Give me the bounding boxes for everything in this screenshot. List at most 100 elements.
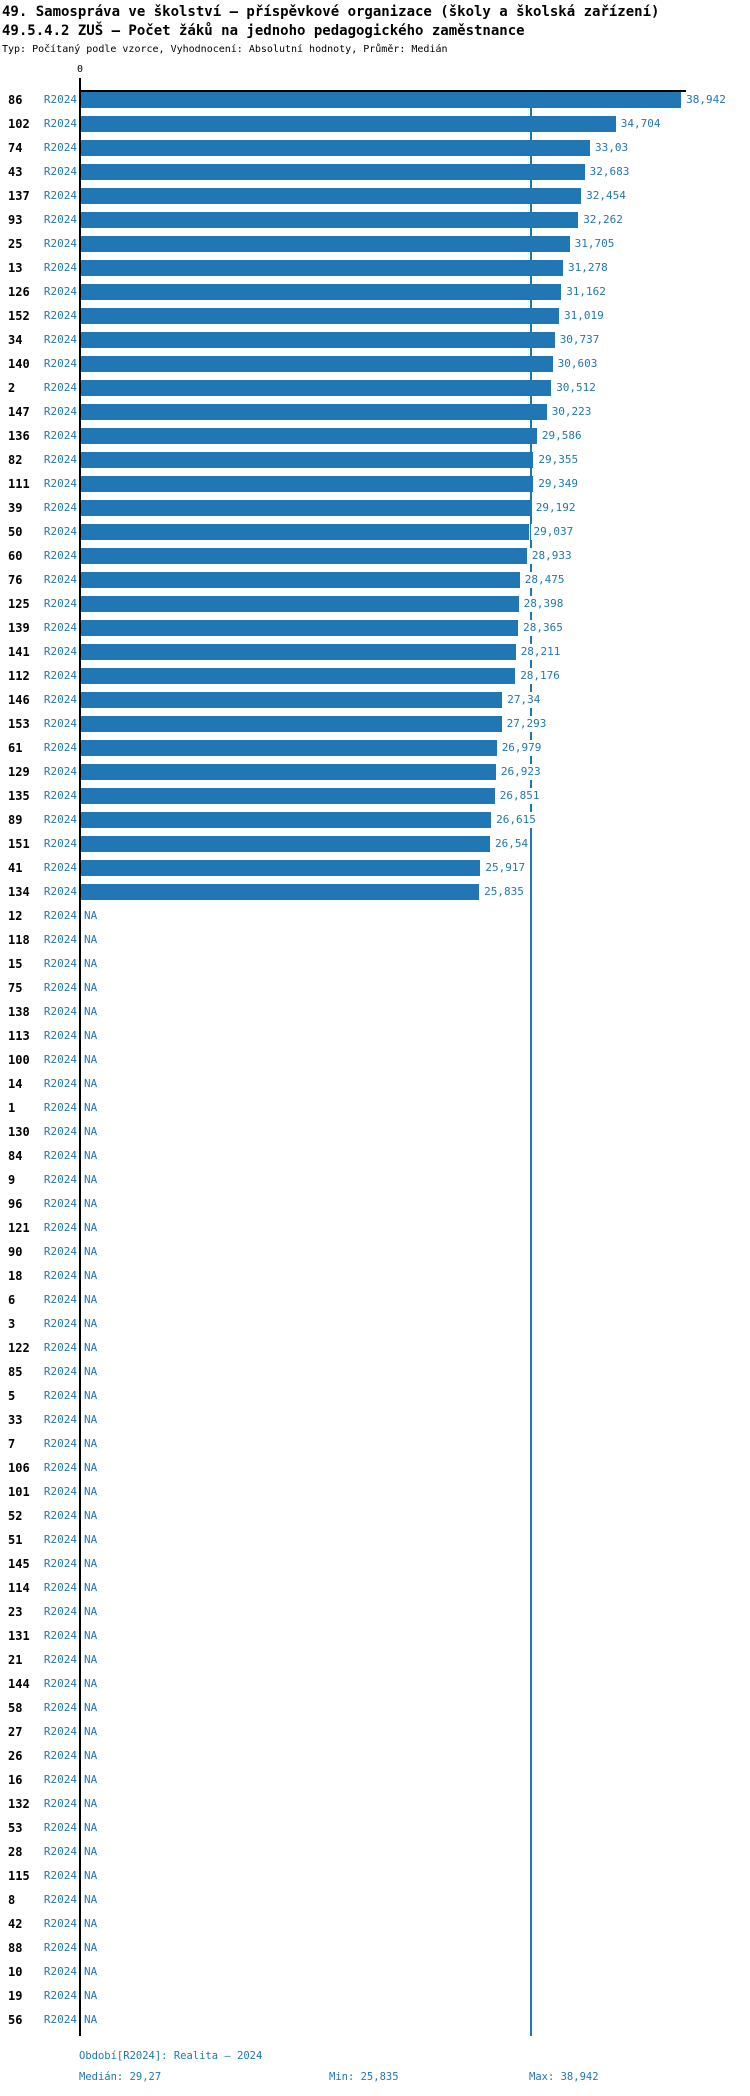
- row-value-label: 38,942: [683, 92, 726, 108]
- row-period-label: R2024: [43, 1725, 77, 1738]
- row-period-label: R2024: [43, 333, 77, 346]
- bar[interactable]: [81, 716, 502, 732]
- row-period-label: R2024: [43, 1341, 77, 1354]
- row-id-label: 25: [8, 237, 23, 251]
- row-id-label: 126: [8, 285, 30, 299]
- bar[interactable]: [81, 116, 616, 132]
- bar[interactable]: [81, 332, 555, 348]
- chart-row: 138 R2024 NA: [0, 1004, 750, 1028]
- chart-row: 8 R2024 NA: [0, 1892, 750, 1916]
- bar[interactable]: [81, 140, 590, 156]
- chart-row: 101 R2024 NA: [0, 1484, 750, 1508]
- bar[interactable]: [81, 92, 682, 108]
- bar[interactable]: [81, 860, 481, 876]
- row-period-label: R2024: [43, 165, 77, 178]
- bar[interactable]: [81, 524, 529, 540]
- bar[interactable]: [81, 620, 519, 636]
- bar[interactable]: [81, 572, 520, 588]
- row-id-label: 136: [8, 429, 30, 443]
- row-id-label: 122: [8, 1341, 30, 1355]
- row-id-label: 28: [8, 1845, 23, 1859]
- chart-row: 23 R2024 NA: [0, 1604, 750, 1628]
- row-value-label: 29,192: [532, 500, 576, 516]
- bar[interactable]: [81, 236, 570, 252]
- row-id-label: 2: [8, 381, 16, 395]
- bar[interactable]: [81, 308, 559, 324]
- chart-row: 131 R2024 NA: [0, 1628, 750, 1652]
- bar[interactable]: [81, 836, 490, 852]
- row-period-label: R2024: [43, 1077, 77, 1090]
- row-period-label: R2024: [43, 813, 77, 826]
- row-period-label: R2024: [43, 501, 77, 514]
- row-period-label: R2024: [43, 1245, 77, 1258]
- bar[interactable]: [81, 788, 495, 804]
- bar[interactable]: [81, 356, 553, 372]
- row-period-label: R2024: [43, 1677, 77, 1690]
- row-period-label: R2024: [43, 1485, 77, 1498]
- row-value-label: 28,365: [520, 620, 563, 636]
- row-period-label: R2024: [43, 141, 77, 154]
- chart-row: 34 R2024 30,737: [0, 332, 750, 356]
- row-period-label: R2024: [43, 621, 77, 634]
- bar[interactable]: [81, 884, 480, 900]
- row-id-label: 6: [8, 1293, 16, 1307]
- row-value-label: 30,223: [548, 404, 592, 420]
- bar[interactable]: [81, 740, 497, 756]
- row-na-label: NA: [84, 1437, 98, 1450]
- bar[interactable]: [81, 548, 527, 564]
- row-id-label: 23: [8, 1605, 23, 1619]
- bar[interactable]: [81, 476, 534, 492]
- row-value-label: 32,262: [580, 212, 623, 228]
- bar[interactable]: [81, 596, 519, 612]
- bar[interactable]: [81, 164, 585, 180]
- bar[interactable]: [81, 764, 496, 780]
- bar[interactable]: [81, 212, 579, 228]
- row-period-label: R2024: [43, 1893, 77, 1906]
- row-value-label: 30,603: [554, 356, 598, 372]
- row-na-label: NA: [84, 1725, 98, 1738]
- row-na-label: NA: [84, 1101, 98, 1114]
- chart-row: 100 R2024 NA: [0, 1052, 750, 1076]
- bar[interactable]: [81, 260, 563, 276]
- row-value-label: 26,979: [498, 740, 542, 756]
- row-period-label: R2024: [43, 1437, 77, 1450]
- bar[interactable]: [81, 692, 503, 708]
- row-period-label: R2024: [43, 669, 77, 682]
- bar-chart-rows: 86 R2024 38,942 102 R2024 34,704 74 R2024 33,03 4…: [0, 92, 750, 2036]
- row-period-label: R2024: [43, 957, 77, 970]
- row-id-label: 114: [8, 1581, 30, 1595]
- row-period-label: R2024: [43, 645, 77, 658]
- chart-meta: Typ: Počítaný podle vzorce, Vyhodnocení:…: [2, 44, 448, 55]
- bar[interactable]: [81, 428, 537, 444]
- bar[interactable]: [81, 380, 552, 396]
- bar[interactable]: [81, 404, 547, 420]
- row-period-label: R2024: [43, 1269, 77, 1282]
- row-period-label: R2024: [43, 1029, 77, 1042]
- bar[interactable]: [81, 188, 582, 204]
- row-na-label: NA: [84, 2013, 98, 2026]
- bar[interactable]: [81, 644, 516, 660]
- bar[interactable]: [81, 668, 516, 684]
- chart-row: 139 R2024 28,365: [0, 620, 750, 644]
- row-id-label: 16: [8, 1773, 23, 1787]
- chart-row: 93 R2024 32,262: [0, 212, 750, 236]
- row-value-label: 33,03: [592, 140, 629, 156]
- chart-row: 122 R2024 NA: [0, 1340, 750, 1364]
- row-period-label: R2024: [43, 1989, 77, 2002]
- bar[interactable]: [81, 284, 562, 300]
- row-period-label: R2024: [43, 1797, 77, 1810]
- bar[interactable]: [81, 500, 531, 516]
- row-na-label: NA: [84, 1989, 98, 2002]
- row-na-label: NA: [84, 1341, 98, 1354]
- chart-row: 130 R2024 NA: [0, 1124, 750, 1148]
- bar[interactable]: [81, 452, 534, 468]
- row-id-label: 85: [8, 1365, 23, 1379]
- row-value-label: 28,211: [517, 644, 561, 660]
- row-period-label: R2024: [43, 525, 77, 538]
- row-na-label: NA: [84, 1773, 98, 1786]
- row-id-label: 15: [8, 957, 23, 971]
- row-na-label: NA: [84, 909, 98, 922]
- row-id-label: 39: [8, 501, 23, 515]
- bar[interactable]: [81, 812, 492, 828]
- row-period-label: R2024: [43, 1701, 77, 1714]
